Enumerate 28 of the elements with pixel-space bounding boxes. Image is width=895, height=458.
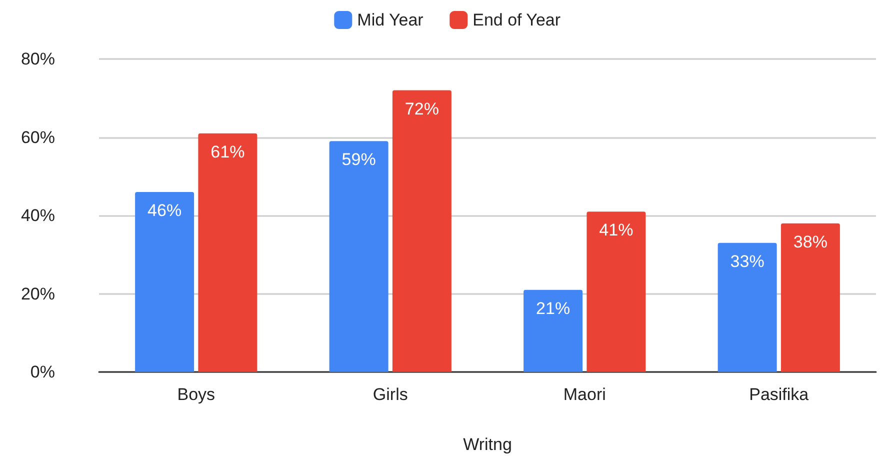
y-tick-label: 60% [20,128,55,147]
data-label: 46% [148,201,182,220]
x-axis-title: Writng [463,435,512,454]
x-tick-label: Pasifika [749,385,810,404]
bar [198,133,258,372]
bar [780,223,840,372]
data-label: 41% [599,220,634,240]
data-label: 33% [730,252,764,271]
data-label: 61% [210,142,245,162]
x-tick-label: Girls [372,385,408,404]
y-tick-label: 80% [20,50,55,68]
bar [586,212,646,372]
x-tick-label: Maori [563,385,606,404]
y-tick-label: 0% [30,362,55,382]
data-label: 21% [536,298,570,318]
data-label: 38% [793,232,828,252]
legend-label: End of Year [472,10,561,30]
legend-label: Mid Year [357,10,424,30]
x-tick-label: Boys [177,385,216,404]
bar [718,242,777,372]
bar [524,290,583,372]
bar [135,192,194,372]
y-tick-label: 20% [20,284,55,304]
y-tick-label: 40% [20,206,55,225]
data-label: 72% [404,99,439,118]
bar [329,141,388,372]
data-label: 59% [342,150,376,170]
bar [392,90,452,372]
